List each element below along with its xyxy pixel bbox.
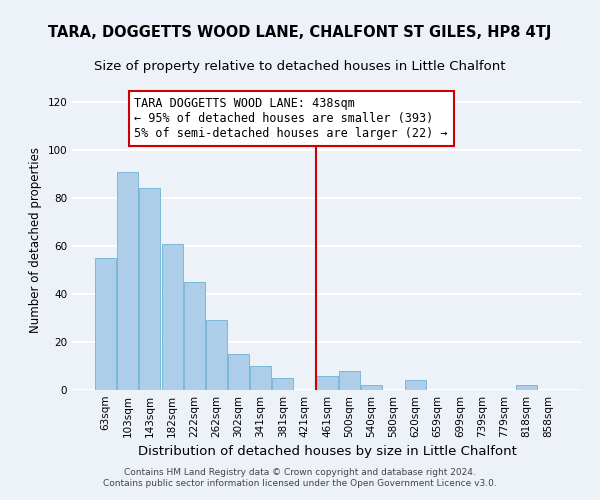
Bar bbox=[228, 354, 249, 390]
Bar bbox=[405, 380, 426, 390]
Y-axis label: Number of detached properties: Number of detached properties bbox=[29, 147, 42, 333]
Bar bbox=[118, 172, 139, 390]
Text: TARA DOGGETTS WOOD LANE: 438sqm
← 95% of detached houses are smaller (393)
5% of: TARA DOGGETTS WOOD LANE: 438sqm ← 95% of… bbox=[134, 97, 448, 140]
Text: TARA, DOGGETTS WOOD LANE, CHALFONT ST GILES, HP8 4TJ: TARA, DOGGETTS WOOD LANE, CHALFONT ST GI… bbox=[49, 25, 551, 40]
Bar bbox=[184, 282, 205, 390]
X-axis label: Distribution of detached houses by size in Little Chalfont: Distribution of detached houses by size … bbox=[137, 446, 517, 458]
Bar bbox=[316, 376, 338, 390]
Bar bbox=[161, 244, 182, 390]
Bar bbox=[206, 320, 227, 390]
Bar bbox=[95, 258, 116, 390]
Text: Contains HM Land Registry data © Crown copyright and database right 2024.
Contai: Contains HM Land Registry data © Crown c… bbox=[103, 468, 497, 487]
Bar bbox=[250, 366, 271, 390]
Text: Size of property relative to detached houses in Little Chalfont: Size of property relative to detached ho… bbox=[94, 60, 506, 73]
Bar bbox=[361, 385, 382, 390]
Bar bbox=[272, 378, 293, 390]
Bar bbox=[338, 371, 359, 390]
Bar bbox=[515, 385, 536, 390]
Bar bbox=[139, 188, 160, 390]
